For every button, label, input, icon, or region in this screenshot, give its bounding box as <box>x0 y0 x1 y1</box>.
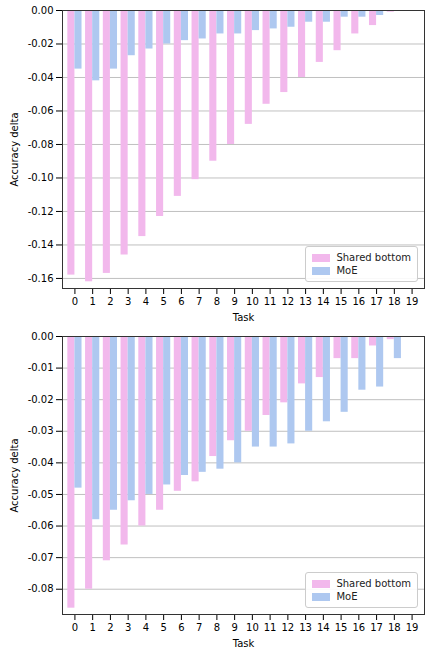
svg-text:6: 6 <box>178 622 184 633</box>
svg-text:12: 12 <box>281 622 294 633</box>
svg-text:-0.07: -0.07 <box>28 552 54 563</box>
html-text:Shared bottom: Shared bottom <box>336 578 411 589</box>
svg-text:16: 16 <box>352 296 365 307</box>
svg-text:Accuracy delta: Accuracy delta <box>9 112 20 186</box>
svg-text:18: 18 <box>388 622 401 633</box>
svg-text:3: 3 <box>125 622 131 633</box>
svg-text:6: 6 <box>178 296 184 307</box>
svg-text:5: 5 <box>160 622 166 633</box>
svg-text:5: 5 <box>160 296 166 307</box>
svg-text:19: 19 <box>406 622 419 633</box>
svg-text:8: 8 <box>214 296 220 307</box>
svg-text:1: 1 <box>89 296 95 307</box>
svg-text:4: 4 <box>143 296 149 307</box>
svg-text:-0.16: -0.16 <box>28 273 54 284</box>
svg-text:7: 7 <box>196 296 202 307</box>
svg-text:-0.04: -0.04 <box>28 72 54 83</box>
svg-text:14: 14 <box>317 296 330 307</box>
html-text:MoE: MoE <box>336 591 358 602</box>
svg-text:Task: Task <box>232 312 255 323</box>
svg-text:9: 9 <box>231 622 237 633</box>
svg-text:-0.03: -0.03 <box>28 425 54 436</box>
svg-text:0: 0 <box>72 622 78 633</box>
svg-text:-0.08: -0.08 <box>28 583 54 594</box>
svg-text:15: 15 <box>335 296 348 307</box>
svg-text:-0.12: -0.12 <box>28 206 54 217</box>
svg-text:11: 11 <box>264 622 277 633</box>
svg-text:18: 18 <box>388 296 401 307</box>
svg-text:19: 19 <box>406 296 419 307</box>
svg-text:12: 12 <box>281 296 294 307</box>
svg-text:1: 1 <box>89 622 95 633</box>
svg-text:-0.04: -0.04 <box>28 457 54 468</box>
svg-text:14: 14 <box>317 622 330 633</box>
svg-text:-0.06: -0.06 <box>28 520 54 531</box>
svg-text:11: 11 <box>264 296 277 307</box>
svg-text:-0.05: -0.05 <box>28 489 54 500</box>
svg-text:-0.02: -0.02 <box>28 394 54 405</box>
svg-text:13: 13 <box>299 296 312 307</box>
svg-text:-0.14: -0.14 <box>28 239 54 250</box>
svg-text:8: 8 <box>214 622 220 633</box>
svg-text:-0.02: -0.02 <box>28 38 54 49</box>
svg-text:9: 9 <box>231 296 237 307</box>
svg-text:0.00: 0.00 <box>31 331 53 342</box>
svg-text:13: 13 <box>299 622 312 633</box>
svg-text:17: 17 <box>370 622 383 633</box>
svg-text:10: 10 <box>246 296 259 307</box>
svg-text:16: 16 <box>352 622 365 633</box>
svg-text:Task: Task <box>232 638 255 649</box>
svg-text:4: 4 <box>143 622 149 633</box>
svg-text:-0.06: -0.06 <box>28 105 54 116</box>
svg-text:7: 7 <box>196 622 202 633</box>
svg-text:3: 3 <box>125 296 131 307</box>
svg-text:10: 10 <box>246 622 259 633</box>
svg-text:0.00: 0.00 <box>31 5 53 16</box>
svg-text:2: 2 <box>107 296 113 307</box>
html-text:Shared bottom: Shared bottom <box>336 252 411 263</box>
svg-text:2: 2 <box>107 622 113 633</box>
svg-text:-0.10: -0.10 <box>28 172 54 183</box>
html-text:MoE: MoE <box>336 265 358 276</box>
svg-text:0: 0 <box>72 296 78 307</box>
svg-text:17: 17 <box>370 296 383 307</box>
svg-text:Accuracy delta: Accuracy delta <box>9 438 20 512</box>
svg-text:-0.08: -0.08 <box>28 139 54 150</box>
svg-text:15: 15 <box>335 622 348 633</box>
svg-text:-0.01: -0.01 <box>28 362 54 373</box>
